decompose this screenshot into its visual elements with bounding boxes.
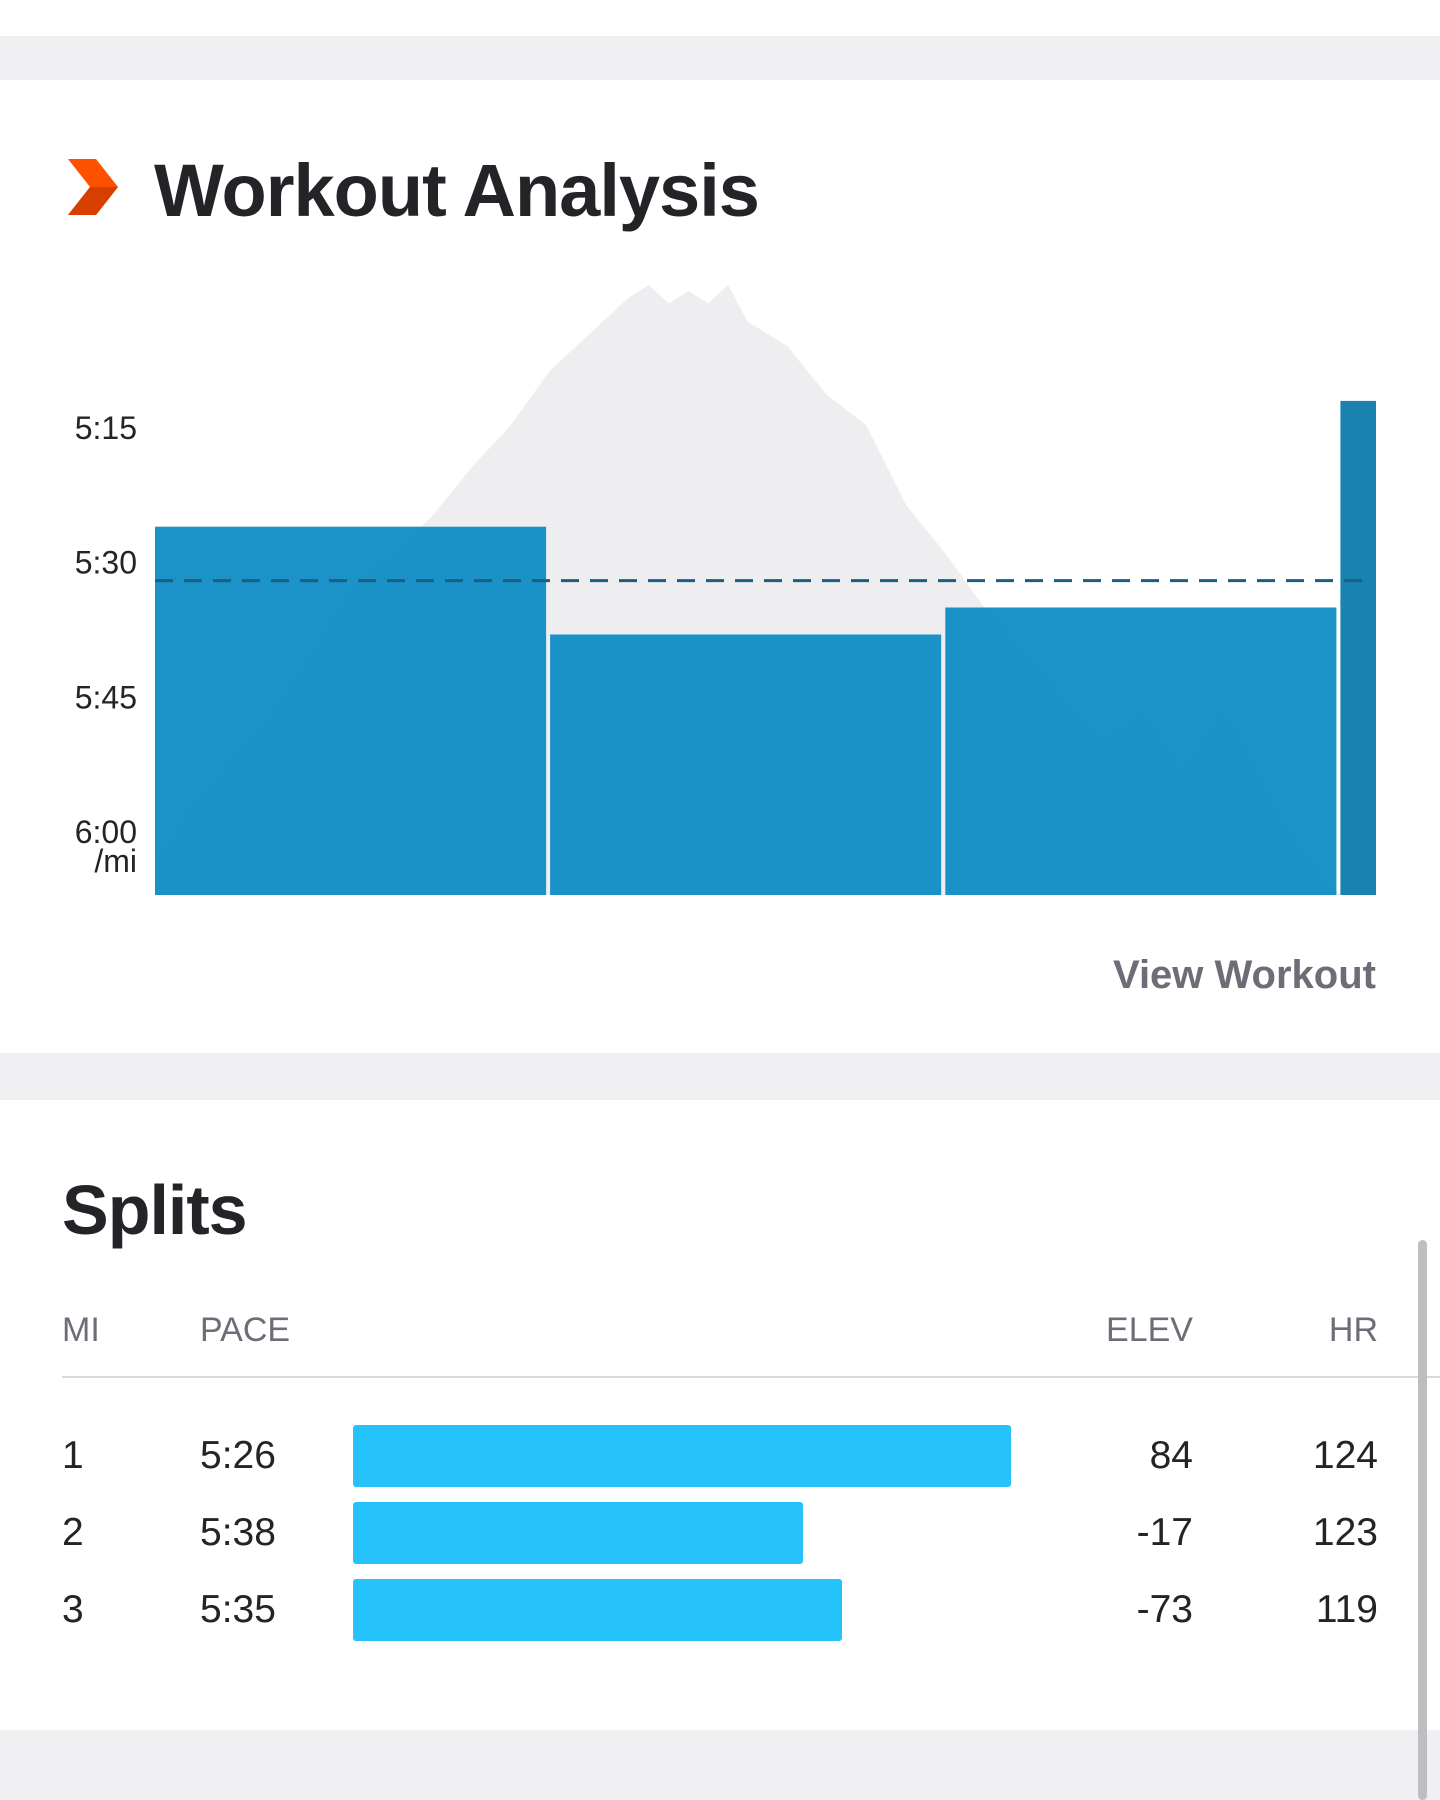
section-gap — [0, 1730, 1440, 1800]
split-mile: 2 — [62, 1511, 84, 1554]
split-elevation: -17 — [1136, 1511, 1193, 1554]
split-row[interactable]: 2 5:38 -17 123 — [0, 1502, 1440, 1564]
table-divider — [62, 1376, 1440, 1378]
scrollbar[interactable] — [1418, 1240, 1427, 1800]
split-heart-rate: 119 — [1315, 1588, 1378, 1631]
split-pace: 5:26 — [200, 1434, 276, 1477]
split-pace-bar — [353, 1502, 804, 1564]
column-header-hr: HR — [1328, 1311, 1378, 1349]
splits-card: Splits MI PACE ELEV HR 1 5:26 84 124 2 5… — [0, 1100, 1440, 1730]
pace-bar — [945, 607, 1337, 895]
section-gap — [0, 36, 1440, 80]
split-heart-rate: 124 — [1312, 1434, 1378, 1477]
y-tick-label: 6:00 — [75, 814, 137, 850]
strava-chevron-icon — [68, 159, 118, 215]
pace-bar — [155, 526, 547, 895]
split-mile: 3 — [62, 1588, 84, 1631]
column-header-mi: MI — [62, 1311, 100, 1349]
y-tick-label: 5:45 — [75, 679, 137, 715]
workout-analysis-title: Workout Analysis — [154, 149, 760, 232]
y-tick-label: 5:30 — [75, 545, 137, 581]
splits-table-header: MI PACE ELEV HR — [0, 1310, 1440, 1350]
pace-bar — [550, 634, 942, 895]
split-pace: 5:35 — [200, 1588, 276, 1631]
pace-bar — [1340, 400, 1376, 895]
split-mile: 1 — [62, 1434, 84, 1477]
split-row[interactable]: 1 5:26 84 124 — [0, 1425, 1440, 1487]
split-heart-rate: 123 — [1312, 1511, 1378, 1554]
y-tick-label: 5:15 — [75, 410, 137, 446]
split-pace: 5:38 — [200, 1511, 276, 1554]
split-elevation: 84 — [1149, 1434, 1193, 1477]
pace-chart[interactable]: 5:15 5:30 5:45 6:00/mi — [0, 80, 1440, 910]
split-elevation: -73 — [1136, 1588, 1193, 1631]
workout-analysis-card: Workout Analysis 5:15 5:30 5:45 6:00/mi Vie… — [0, 80, 1440, 1053]
section-gap — [0, 1053, 1440, 1100]
column-header-pace: PACE — [200, 1311, 291, 1349]
column-header-elev: ELEV — [1106, 1311, 1193, 1349]
view-workout-link[interactable]: View Workout — [1112, 953, 1376, 997]
y-axis-unit-label: /mi — [94, 843, 137, 879]
split-pace-bar — [353, 1579, 842, 1641]
split-pace-bar — [353, 1425, 1011, 1487]
splits-title: Splits — [62, 1171, 248, 1249]
split-row[interactable]: 3 5:35 -73 119 — [0, 1579, 1440, 1641]
